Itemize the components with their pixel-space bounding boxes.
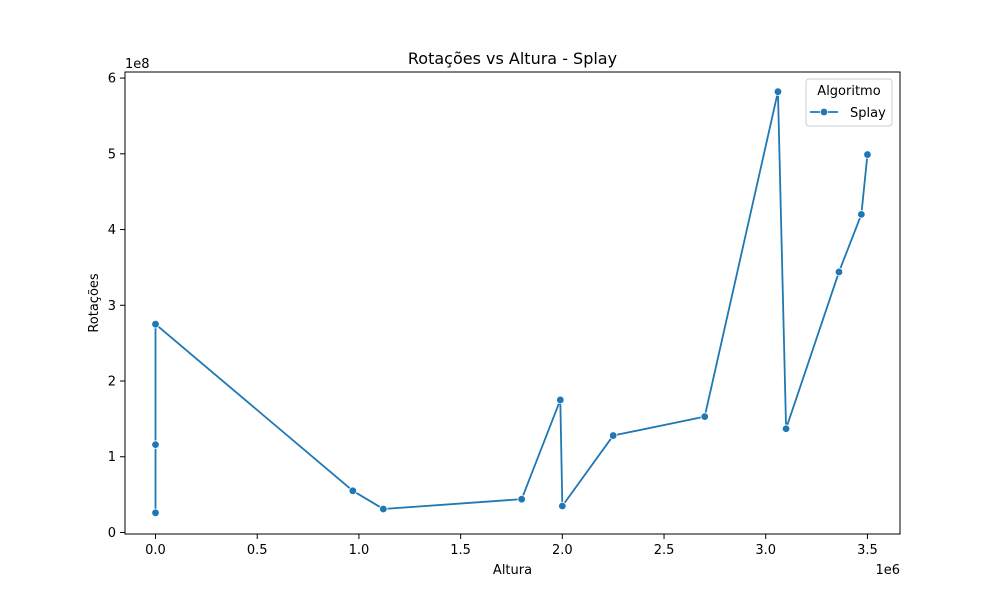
data-point xyxy=(863,150,872,159)
y-tick-label: 1 xyxy=(108,450,116,465)
data-point xyxy=(348,486,358,496)
x-tick-label: 3.5 xyxy=(857,543,878,558)
x-tick-label: 1.0 xyxy=(349,543,370,558)
x-tick-label: 1.5 xyxy=(450,543,471,558)
legend-entry-splay: Splay xyxy=(850,106,886,121)
x-axis: 0.0 0.5 1.0 1.5 2.0 2.5 3.0 3.5 xyxy=(145,534,878,558)
plot-area xyxy=(124,71,901,535)
x-tick-label: 2.5 xyxy=(654,543,675,558)
data-point xyxy=(834,267,844,277)
legend-marker-icon xyxy=(819,107,829,117)
x-tick-label: 3.0 xyxy=(755,543,776,558)
data-point xyxy=(558,501,567,511)
data-point xyxy=(151,440,160,449)
legend-title: Algoritmo xyxy=(817,84,880,99)
y-tick-label: 3 xyxy=(108,299,116,314)
data-point xyxy=(700,412,709,421)
x-axis-label: Altura xyxy=(493,563,532,578)
x-tick-label: 0.0 xyxy=(145,543,166,558)
data-point xyxy=(517,494,526,504)
x-offset-label: 1e6 xyxy=(875,563,900,578)
data-point xyxy=(556,395,565,405)
data-point xyxy=(608,431,618,440)
y-tick-label: 2 xyxy=(108,375,116,390)
y-tick-label: 0 xyxy=(108,526,116,541)
chart-title: Rotações vs Altura - Splay xyxy=(408,49,617,68)
y-offset-label: 1e8 xyxy=(125,57,150,72)
y-tick-label: 6 xyxy=(108,72,116,87)
y-axis-label: Rotações xyxy=(87,273,102,333)
y-tick-label: 5 xyxy=(108,147,116,162)
data-point xyxy=(151,508,160,517)
y-tick-label: 4 xyxy=(108,223,116,238)
x-tick-label: 0.5 xyxy=(247,543,268,558)
x-tick-label: 2.0 xyxy=(552,543,573,558)
legend: Algoritmo Splay xyxy=(805,78,893,127)
data-point xyxy=(857,210,866,219)
data-point xyxy=(781,424,791,433)
data-point xyxy=(379,504,388,514)
series-layer xyxy=(151,87,872,517)
data-point xyxy=(773,87,783,96)
y-axis: 0 1 2 3 4 5 6 xyxy=(108,72,125,541)
data-point xyxy=(151,320,160,329)
